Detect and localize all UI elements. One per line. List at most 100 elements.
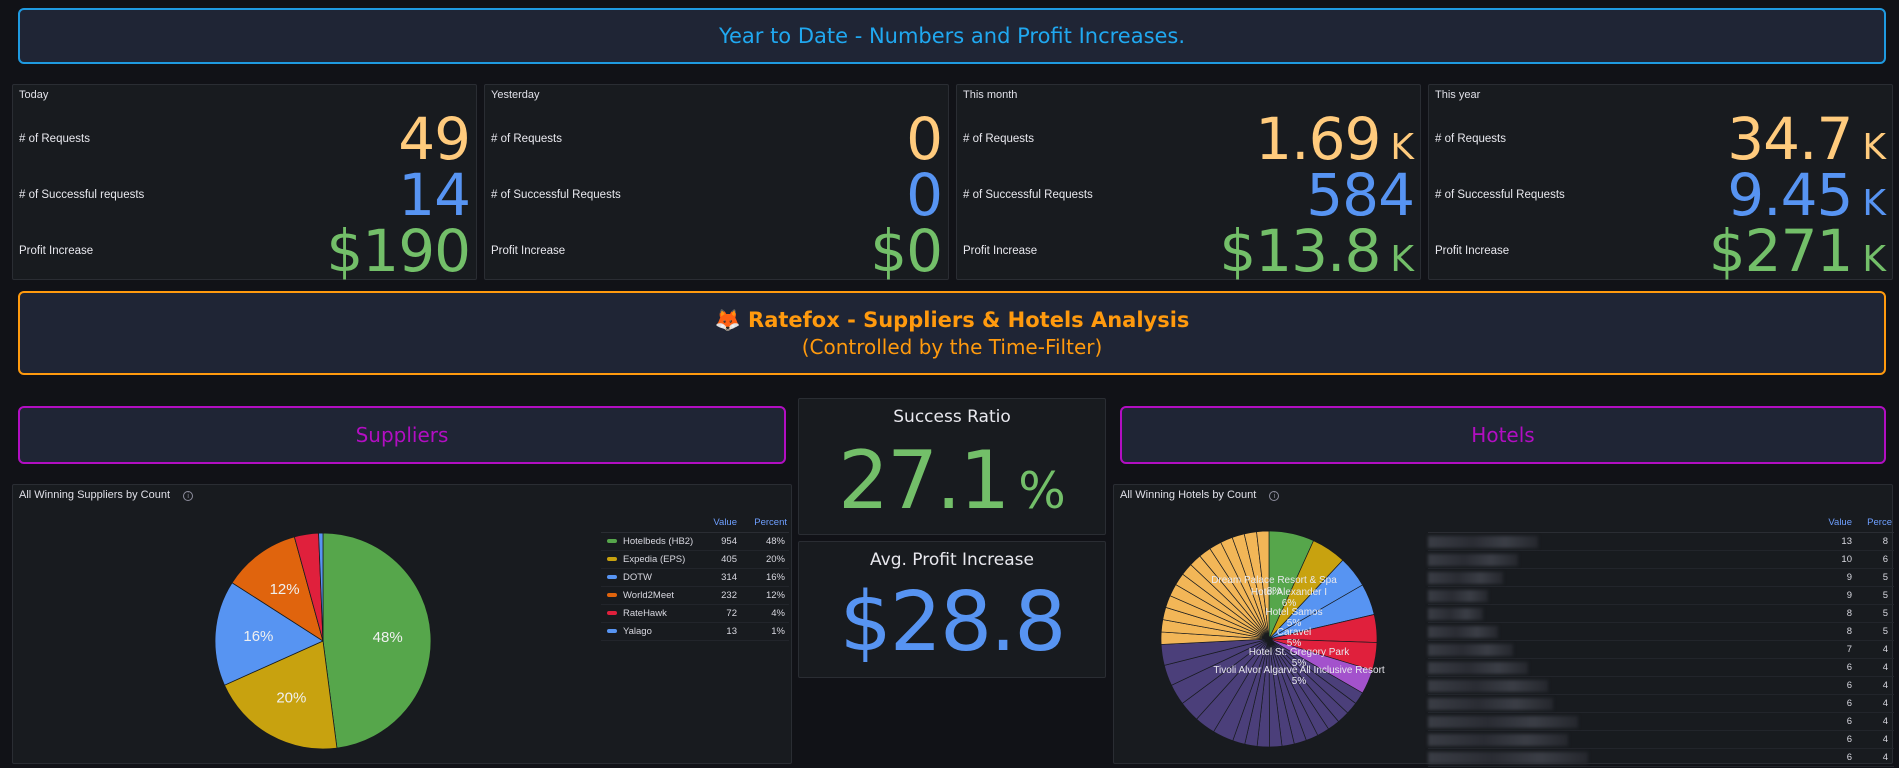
header-banner: Year to Date - Numbers and Profit Increa… [18, 8, 1886, 64]
stat-number: $0 [870, 217, 943, 285]
legend-row[interactable]: Yalago 13 1% [601, 623, 789, 641]
info-circle-icon[interactable]: i [1269, 491, 1280, 501]
stat-label: Profit Increase [19, 245, 94, 257]
stat-label: Profit Increase [1435, 245, 1510, 257]
redacted-hotel-name [1428, 752, 1588, 764]
pie-slice[interactable] [322, 532, 432, 749]
header-banner-text: Year to Date - Numbers and Profit Increa… [718, 24, 1186, 48]
stat-row: # of Requests 34.7 K [1435, 110, 1886, 168]
stat-row: # of Successful Requests 9.45 K [1435, 166, 1886, 224]
legend-row[interactable]: 13 8 [1428, 533, 1894, 551]
legend-percent: 12% [765, 590, 785, 601]
stat-label: # of Successful Requests [491, 189, 621, 201]
legend-percent: 5 [1882, 626, 1888, 637]
redacted-hotel-name [1428, 716, 1578, 728]
legend-value: 7 [1846, 644, 1852, 655]
legend-percent: 20% [765, 554, 785, 565]
avg-profit-value: $28.8 [839, 575, 1067, 670]
legend-value: 6 [1846, 734, 1852, 745]
legend-value: 405 [721, 554, 737, 565]
suppliers-banner-text: Suppliers [355, 423, 449, 447]
pie-slice[interactable] [223, 640, 338, 750]
stat-number: 49 [398, 105, 471, 173]
legend-percent: 4 [1882, 698, 1888, 709]
pie-slice[interactable] [231, 536, 324, 642]
stat-value: 14 [398, 166, 471, 224]
ratefox-banner: 🦊 Ratefox - Suppliers & Hotels Analysis … [18, 291, 1886, 375]
pie-slice[interactable] [1256, 530, 1270, 640]
stat-label: # of Successful requests [19, 189, 145, 201]
pie-slice-label: 48% [373, 629, 403, 646]
pie-slice-percent: 6% [1282, 598, 1297, 609]
info-circle-icon[interactable]: i [183, 491, 194, 501]
stat-panel-yesterday: Yesterday # of Requests 0 # of Successful R… [484, 84, 949, 280]
fox-icon: 🦊 [714, 307, 741, 332]
stat-row: # of Requests 49 [19, 110, 471, 168]
legend-value: 314 [721, 572, 737, 583]
stat-value: 34.7 K [1727, 110, 1886, 168]
success-ratio-unit: % [1018, 462, 1066, 520]
avg-profit-title: Avg. Profit Increase [870, 550, 1034, 570]
stat-label: # of Requests [963, 133, 1034, 145]
legend-percent: 5 [1882, 572, 1888, 583]
legend-percent: 8 [1882, 536, 1888, 547]
success-ratio-number: 27.1 [838, 434, 1010, 527]
redacted-hotel-name [1428, 554, 1518, 566]
stat-number: $190 [326, 217, 471, 285]
legend-percent: 4 [1882, 680, 1888, 691]
hotels-panel-title: All Winning Hotels by Count [1120, 489, 1257, 501]
pie-slice[interactable] [214, 582, 324, 686]
stat-value: $271 K [1709, 222, 1886, 280]
stat-value: 0 [906, 110, 943, 168]
stat-unit: K [1862, 127, 1886, 168]
legend-row[interactable]: Hotelbeds (HB2) 954 48% [601, 533, 789, 551]
legend-percent: 4 [1882, 716, 1888, 727]
legend-header-percent[interactable]: Percent [754, 517, 787, 528]
redacted-hotel-name [1428, 734, 1568, 746]
legend-row[interactable]: 10 6 [1428, 551, 1894, 569]
legend-percent: 4 [1882, 752, 1888, 763]
success-ratio-panel: Success Ratio 27.1% [798, 398, 1106, 535]
hotels-legend-header-value[interactable]: Value [1828, 517, 1852, 528]
stat-unit: K [1862, 183, 1886, 224]
stat-number: 584 [1306, 161, 1415, 229]
suppliers-legend: Value Percent Hotelbeds (HB2) 954 48% Exped… [601, 517, 789, 641]
stat-panel-this-month: This month # of Requests 1.69 K # of Success… [956, 84, 1421, 280]
stat-row: # of Successful requests 14 [19, 166, 471, 224]
legend-row[interactable]: World2Meet 232 12% [601, 587, 789, 605]
pie-slice-label: Hotel Alexander I [1251, 587, 1327, 598]
stat-panel-today: Today # of Requests 49 # of Successful requ… [12, 84, 477, 280]
redacted-hotel-name [1428, 536, 1538, 548]
hotels-legend-header-percent[interactable]: Perce [1867, 517, 1892, 528]
stat-value: 584 [1306, 166, 1415, 224]
suppliers-pie-chart: 48% 20% 16% 12% [214, 532, 432, 750]
stat-number: 14 [398, 161, 471, 229]
pie-slice[interactable] [318, 532, 324, 642]
legend-value: 232 [721, 590, 737, 601]
legend-value: 6 [1846, 716, 1852, 727]
legend-swatch [607, 539, 617, 544]
stat-panel-title: This month [963, 89, 1018, 101]
legend-header-value[interactable]: Value [713, 517, 737, 528]
stat-label: # of Requests [1435, 133, 1506, 145]
legend-swatch [607, 557, 617, 562]
pie-slice-label: 20% [276, 690, 306, 707]
stat-number: $271 [1708, 217, 1854, 285]
stat-value: $13.8 K [1219, 222, 1414, 280]
stat-number: 0 [906, 161, 943, 229]
legend-row[interactable]: Expedia (EPS) 405 20% [601, 551, 789, 569]
legend-row[interactable]: RateHawk 72 4% [601, 605, 789, 623]
redacted-hotel-name [1428, 608, 1483, 620]
legend-row[interactable]: DOTW 314 16% [601, 569, 789, 587]
